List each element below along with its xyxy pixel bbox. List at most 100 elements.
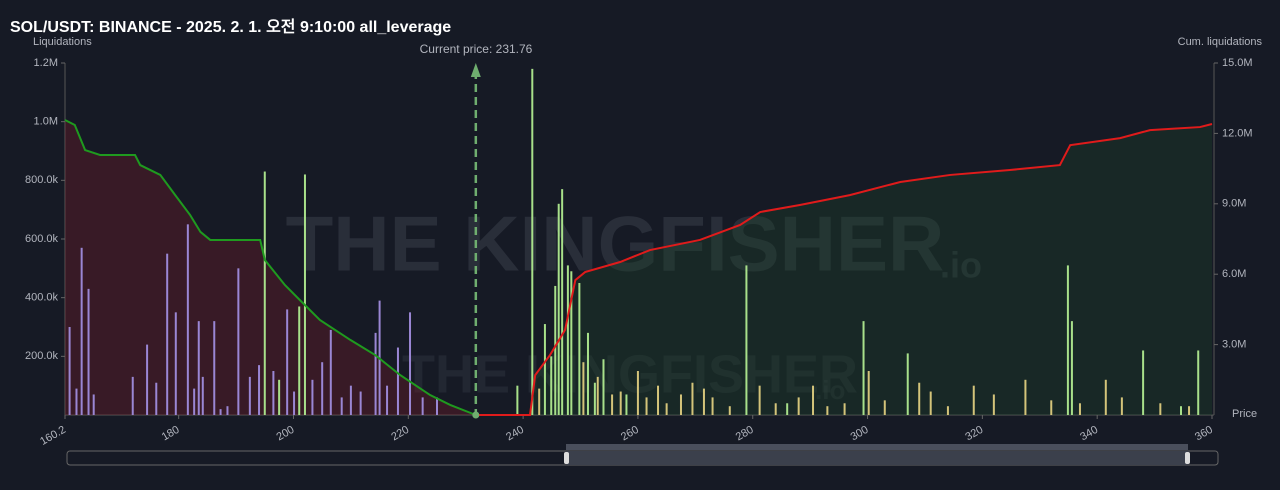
y-tick-label: 1.2M <box>34 57 58 69</box>
liquidation-bar <box>166 253 169 415</box>
liquidation-bar <box>1078 403 1081 415</box>
liquidation-bar <box>87 288 90 415</box>
liquidation-bar <box>237 268 240 415</box>
x-tick-label: 180 <box>160 424 182 444</box>
y-tick-label: 200.0k <box>25 350 59 362</box>
liquidation-bar <box>691 382 694 415</box>
liquidation-bar <box>867 371 870 415</box>
liquidation-bar <box>557 203 560 415</box>
liquidation-bar <box>146 344 149 415</box>
y-tick-label: 1.0M <box>34 116 58 128</box>
y-tick-label: 600.0k <box>25 233 59 245</box>
liquidation-bar <box>213 321 216 415</box>
liquidation-bar <box>396 347 399 415</box>
liquidation-bar <box>258 365 261 415</box>
scroll-range[interactable] <box>566 451 1188 465</box>
liquidation-bar <box>906 353 909 415</box>
y-axis-label: Liquidations <box>33 36 92 48</box>
liquidation-bar <box>602 359 605 415</box>
liquidation-bar <box>131 376 134 415</box>
liquidation-bar <box>972 385 975 415</box>
liquidation-bar <box>263 171 266 415</box>
liquidation-bar <box>843 403 846 415</box>
y2-tick-label: 15.0M <box>1222 57 1253 69</box>
liquidation-bar <box>1188 406 1191 415</box>
liquidation-bar <box>812 385 815 415</box>
liquidation-bar <box>665 403 668 415</box>
liquidation-bar <box>550 356 553 415</box>
liquidation-bar <box>786 403 789 415</box>
cumulative-line <box>475 123 1213 416</box>
liquidation-bar <box>219 409 222 415</box>
liquidation-bar <box>570 271 573 415</box>
liquidation-bar <box>745 265 748 415</box>
liquidation-bar <box>174 312 177 415</box>
scroll-grip[interactable] <box>1185 452 1190 464</box>
liquidation-bar <box>278 379 281 415</box>
liquidation-bar <box>774 403 777 415</box>
x-tick-label: 260 <box>619 424 641 444</box>
liquidation-bar <box>1070 321 1073 415</box>
plot-area: 200.0k 400.0k 600.0k 800.0k 1.0M 1.2M 3.0M 6.0M… <box>25 57 1253 448</box>
y-tick-label: 400.0k <box>25 292 59 304</box>
y-tick-label: 800.0k <box>25 174 59 186</box>
liquidation-bar <box>645 397 648 415</box>
liquidation-bar <box>918 382 921 415</box>
liquidation-bar <box>711 397 714 415</box>
liquidation-bar <box>619 391 622 415</box>
liquidation-bar <box>193 388 196 415</box>
liquidation-bar <box>340 397 343 415</box>
liquidation-bar <box>1050 400 1053 415</box>
liquidation-bar <box>155 382 158 415</box>
liquidation-bar <box>543 324 546 415</box>
current-price-arrow <box>470 63 481 77</box>
liquidation-bar <box>303 174 306 415</box>
liquidation-bar <box>929 391 932 415</box>
liquidation-bar <box>293 391 296 415</box>
liquidation-bar <box>1104 379 1107 415</box>
liquidation-bar <box>826 406 829 415</box>
liquidation-bar <box>92 394 95 415</box>
liquidation-bar <box>797 397 800 415</box>
scroll-grip[interactable] <box>564 452 569 464</box>
watermark-suffix: .io <box>815 375 845 405</box>
liquidation-bar <box>436 397 438 415</box>
liquidation-bar <box>758 385 761 415</box>
liquidation-bar <box>516 385 519 415</box>
y2-tick-label: 3.0M <box>1222 339 1246 351</box>
liquidation-bar <box>1142 350 1145 415</box>
liquidation-bar <box>586 332 589 415</box>
liquidation-bar <box>578 283 581 415</box>
liquidation-bar <box>625 394 628 415</box>
scroll-handle[interactable] <box>566 444 1188 450</box>
liquidation-bar <box>883 400 886 415</box>
liquidation-bar <box>946 406 949 415</box>
liquidation-bar <box>68 327 71 415</box>
watermark: THE KINGFISHER <box>402 344 858 404</box>
cumulative-area <box>475 124 1213 415</box>
liquidation-bar <box>531 68 534 415</box>
liquidation-bar <box>1120 397 1123 415</box>
watermark-suffix: .io <box>940 245 982 286</box>
x-tick-label: 360 <box>1193 424 1215 444</box>
x-tick-label: 220 <box>389 424 411 444</box>
x-tick-label: 300 <box>849 424 871 444</box>
y2-tick-label: 12.0M <box>1222 127 1253 139</box>
liquidation-bar <box>321 362 324 415</box>
current-price-label: Current price: 231.76 <box>420 42 533 56</box>
x-tick-label: 320 <box>963 424 985 444</box>
liquidation-bar <box>636 371 639 415</box>
liquidation-bar <box>611 394 614 415</box>
cumulative-line <box>64 119 477 416</box>
liquidation-bar <box>593 382 596 415</box>
liquidation-bar <box>679 394 682 415</box>
x-tick-label: 280 <box>734 424 756 444</box>
liquidation-bar <box>992 394 995 415</box>
liquidation-bar <box>862 321 865 415</box>
liquidation-bar <box>286 309 289 415</box>
liquidation-bar <box>272 371 275 415</box>
liquidation-bar <box>1197 350 1200 415</box>
liquidation-bar <box>186 224 189 415</box>
liquidation-bar <box>349 385 352 415</box>
